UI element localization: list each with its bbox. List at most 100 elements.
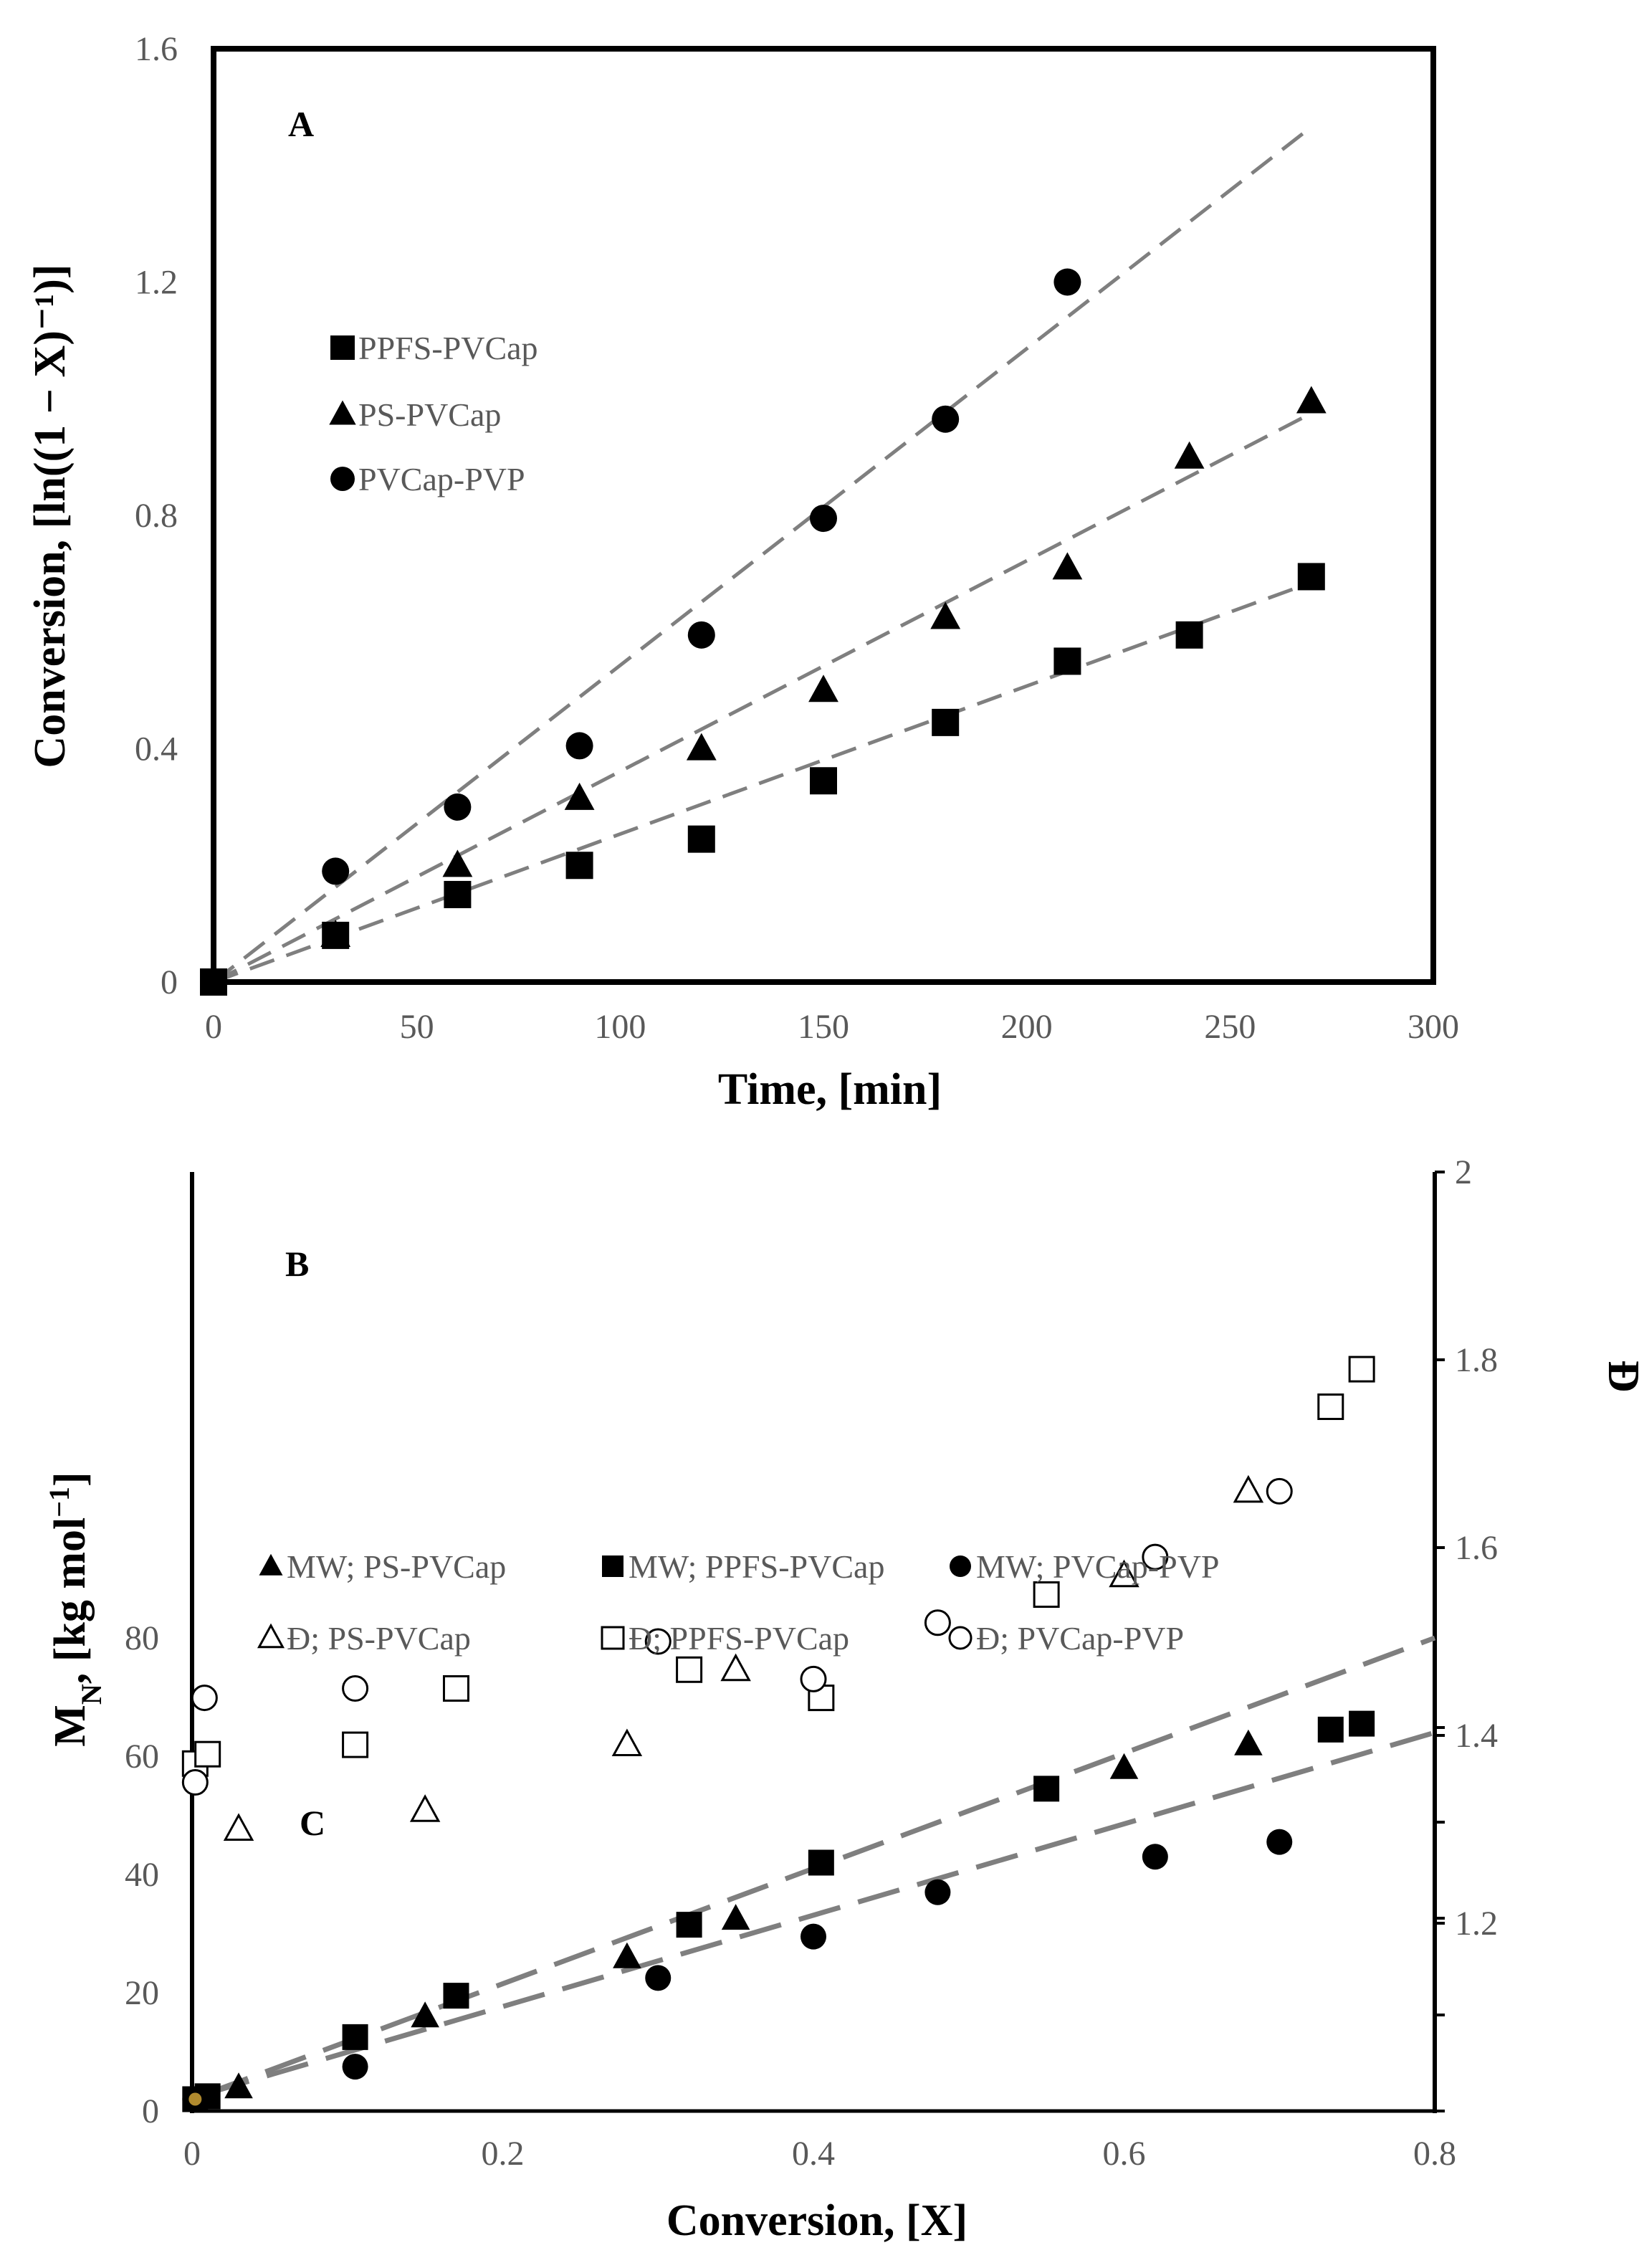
c-xtick-4: 0.8 (1413, 2135, 1456, 2173)
panel-a: 0 0.4 0.8 1.2 1.6 0 50 100 150 200 250 300 A PPFS-… (26, 30, 1459, 1114)
bc-legend-marker-2 (950, 1555, 971, 1577)
bc-legend-label-4: Đ; PPFS-PVCap (629, 1620, 849, 1657)
a-point-2-2 (565, 732, 593, 760)
panel-a-fit-lines (212, 132, 1312, 984)
a-xtick-1: 50 (400, 1008, 434, 1046)
a-ytick-2: 0.8 (135, 497, 178, 535)
mn-main: M (46, 1705, 95, 1747)
c-point-2-6 (1266, 1829, 1293, 1855)
b-point-2-5 (924, 1609, 951, 1636)
panel-a-points (200, 268, 1327, 996)
c-xtick-0: 0 (183, 2135, 201, 2173)
c-point-0-4 (1109, 1753, 1139, 1779)
mn-sub: N (75, 1684, 107, 1705)
c-series-2 (182, 1829, 1293, 2112)
a-fit-line-1 (212, 411, 1312, 984)
bc-legend-label-1: MW; PPFS-PVCap (629, 1548, 884, 1585)
a-point-0-0 (200, 968, 227, 996)
panel-a-y-ticks: 0 0.4 0.8 1.2 1.6 (135, 30, 178, 1001)
a-legend-label-2: PVCap-PVP (358, 461, 525, 497)
c-point-0-0 (224, 2072, 253, 2099)
b-point-0-5 (1233, 1474, 1264, 1503)
b-point-1-7 (1317, 1393, 1344, 1420)
b-ytick-0: 1.2 (1455, 1905, 1498, 1943)
mn-rest: , [kg mol (46, 1517, 95, 1685)
b-ytick-2: 1.6 (1455, 1529, 1498, 1567)
a-point-2-3 (687, 621, 715, 649)
bc-legend-marker-5 (948, 1626, 973, 1650)
a-point-2-6 (1053, 268, 1081, 296)
c-ytick-1: 20 (125, 1974, 159, 2012)
a-point-2-4 (810, 505, 837, 533)
panel-a-y-title: Conversion, [ln((1 − X)⁻¹)] (26, 264, 75, 768)
b-point-2-3 (644, 1628, 672, 1655)
a-point-1-2 (564, 782, 595, 810)
b-ytick-1: 1.4 (1455, 1717, 1498, 1755)
b-point-0-1 (409, 1794, 441, 1822)
c-point-1-6 (1033, 1776, 1060, 1802)
a-xtick-0: 0 (205, 1008, 222, 1046)
c-point-1-7 (1317, 1716, 1344, 1743)
c-point-1-8 (1349, 1710, 1375, 1737)
b-series-0 (223, 1474, 1264, 1841)
c-point-2-1 (342, 2054, 368, 2080)
a-point-1-8 (1296, 386, 1327, 414)
c-ytick-3: 60 (125, 1738, 159, 1776)
b-point-1-4 (676, 1656, 703, 1683)
b-point-1-3 (442, 1675, 469, 1702)
bc-legend-marker-0 (259, 1553, 283, 1576)
a-point-0-4 (687, 825, 715, 853)
a-point-1-6 (1052, 552, 1083, 580)
c-ytick-4: 80 (125, 1619, 159, 1657)
a-point-2-1 (444, 793, 472, 821)
bc-legend-label-0: MW; PS-PVCap (287, 1548, 506, 1585)
panel-c-x-ticks: 0 0.2 0.4 0.6 0.8 (183, 2135, 1456, 2173)
c-ytick-0: 0 (142, 2092, 159, 2130)
b-point-0-0 (223, 1813, 254, 1841)
panel-a-x-title: Time, [min] (718, 1065, 942, 1114)
c-point-0-5 (1234, 1729, 1263, 1755)
a-point-0-9 (1297, 563, 1325, 591)
mn-sup: −1 (43, 1487, 75, 1517)
a-point-0-6 (932, 708, 960, 736)
a-series-pvcap-pvp (322, 268, 1081, 885)
a-point-1-4 (808, 675, 838, 702)
panel-c-x-title: Conversion, [X] (666, 2196, 967, 2245)
c-series-0 (224, 1729, 1263, 2099)
panel-a-label: A (288, 104, 314, 144)
c-point-0-1 (411, 2001, 439, 2028)
c-series-1 (182, 1710, 1375, 2112)
a-point-0-5 (810, 767, 837, 795)
panel-c-label: C (300, 1803, 325, 1843)
panel-c-y-ticks: 0 20 40 60 80 (125, 1619, 159, 2130)
a-point-1-7 (1174, 441, 1205, 469)
a-xtick-3: 150 (798, 1008, 849, 1046)
a-point-2-5 (932, 405, 960, 433)
a-legend-label-0: PPFS-PVCap (358, 330, 538, 366)
a-series-ppfs-pvcap (200, 563, 1325, 996)
a-xtick-4: 200 (1001, 1008, 1053, 1046)
c-fit-line-1 (206, 1730, 1435, 2096)
panel-b-label: B (285, 1244, 309, 1284)
panel-b-y-title: Đ (1599, 1361, 1639, 1393)
a-fit-line-2 (212, 132, 1304, 983)
a-legend-marker-1 (329, 400, 356, 425)
bc-legend-marker-4 (601, 1626, 625, 1650)
a-legend-marker-2 (330, 467, 355, 491)
c-xtick-1: 0.2 (482, 2135, 525, 2173)
a-point-2-0 (322, 857, 350, 885)
c-point-2-2 (645, 1965, 672, 1991)
panel-a-legend: PPFS-PVCap PS-PVCap PVCap-PVP (329, 330, 538, 497)
bc-legend-label-5: Đ; PVCap-PVP (976, 1620, 1184, 1657)
a-point-0-7 (1053, 647, 1081, 675)
c-xtick-2: 0.4 (792, 2135, 835, 2173)
a-point-1-1 (442, 849, 473, 877)
a-point-0-2 (444, 880, 472, 908)
b-point-2-6 (1142, 1543, 1169, 1571)
c-point-0-2 (613, 1942, 641, 1968)
bc-legend-marker-1 (602, 1555, 623, 1577)
b-point-0-2 (611, 1728, 643, 1757)
a-point-0-8 (1175, 621, 1203, 649)
